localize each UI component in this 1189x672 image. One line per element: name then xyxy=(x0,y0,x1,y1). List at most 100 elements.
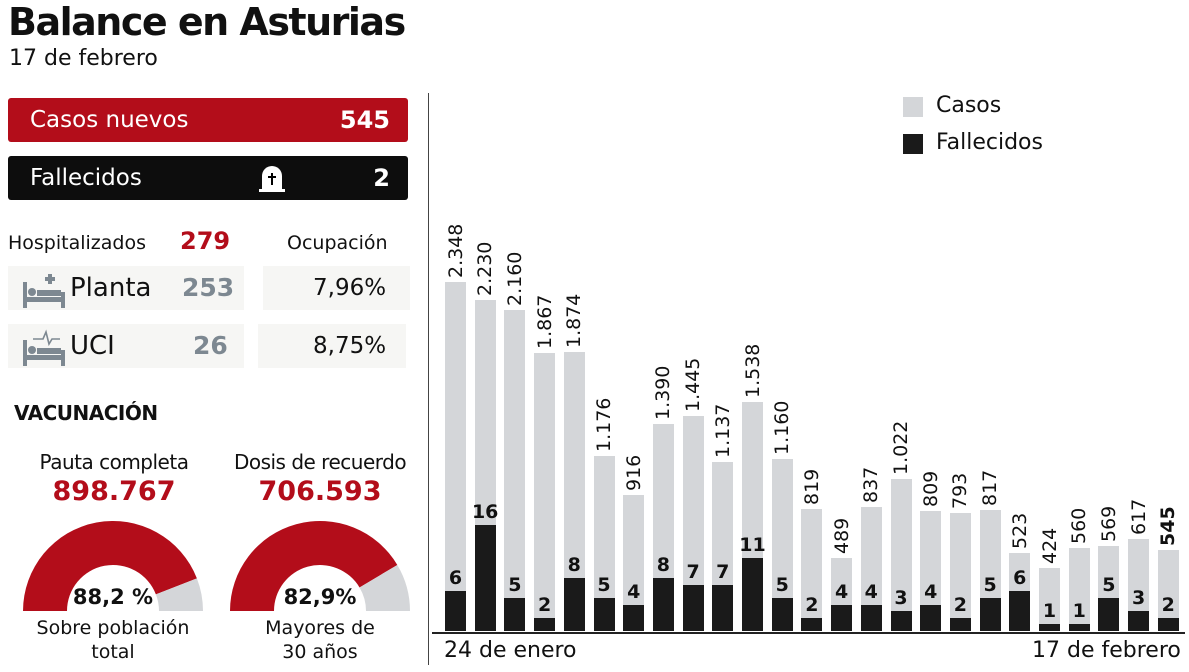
bar-fallecidos xyxy=(831,604,853,631)
legend-casos: Casos xyxy=(936,93,1002,118)
bar-casos xyxy=(771,458,793,631)
recuerdo-percent: 82,9% xyxy=(283,585,357,609)
planta-label: Planta xyxy=(70,273,152,303)
bar-casos xyxy=(890,479,912,631)
fallecidos-value: 2 xyxy=(373,164,390,192)
ocupacion-label: Ocupación xyxy=(287,232,388,254)
bar-casos-label: 1.874 xyxy=(563,294,586,349)
bar-fallecidos xyxy=(1128,611,1150,631)
bar-fallecidos-label: 7 xyxy=(716,560,730,583)
planta-row xyxy=(8,266,244,310)
tombstone-icon xyxy=(258,164,286,198)
bar-fallecidos-label: 5 xyxy=(1102,573,1116,596)
gauges xyxy=(23,521,410,611)
bar-fallecidos-label: 4 xyxy=(924,580,938,603)
bar-casos-label: 1.137 xyxy=(711,403,734,458)
bar-fallecidos-label: 2 xyxy=(805,593,819,616)
bar-casos-label: 617 xyxy=(1127,499,1150,536)
bar-casos xyxy=(860,506,882,631)
planta-ocupacion: 7,96% xyxy=(313,275,387,301)
bar-casos-label: 1.022 xyxy=(890,420,912,476)
bar-fallecidos xyxy=(771,597,793,631)
planta-value: 253 xyxy=(182,273,235,302)
bar-fallecidos xyxy=(860,604,882,631)
recuerdo-value: 706.593 xyxy=(258,476,382,507)
bar-fallecidos xyxy=(742,558,763,631)
pauta-title: Pauta completa xyxy=(39,450,189,474)
bar-casos-label: 560 xyxy=(1068,507,1091,544)
bar-casos-label: 2.160 xyxy=(503,251,526,306)
gauge-fill xyxy=(23,521,197,611)
x-axis xyxy=(432,632,1185,634)
legend-casos-swatch xyxy=(903,97,923,117)
bar-casos xyxy=(1068,547,1090,631)
pauta-caption-2: total xyxy=(91,641,135,663)
bar-fallecidos xyxy=(1157,617,1179,631)
divider xyxy=(428,93,429,665)
bar-fallecidos xyxy=(623,604,645,631)
bar-casos-label: 2.230 xyxy=(474,241,497,296)
legend-fallecidos: Fallecidos xyxy=(936,130,1043,155)
bar-casos-label: 523 xyxy=(1008,512,1031,550)
casos-nuevos-value: 545 xyxy=(339,106,390,134)
bed-plus-icon xyxy=(21,270,67,314)
bar-casos xyxy=(623,494,645,631)
bar-fallecidos xyxy=(504,597,526,631)
casos-nuevos-label: Casos nuevos xyxy=(30,107,189,133)
recuerdo-caption-1: Mayores de xyxy=(265,617,375,639)
pauta-caption: Sobre población total xyxy=(0,616,226,664)
fallecidos-box: Fallecidos 2 xyxy=(8,156,408,200)
bar-casos-label: 489 xyxy=(830,518,853,555)
bar-casos xyxy=(920,510,942,631)
bar-fallecidos xyxy=(563,578,585,631)
gauge-rest xyxy=(155,578,203,611)
bar-casos xyxy=(1157,549,1179,631)
pauta-value: 898.767 xyxy=(52,476,176,507)
bar-fallecidos xyxy=(534,617,556,631)
page-title: Balance en Asturias xyxy=(8,0,406,44)
bar-casos xyxy=(445,282,466,631)
bar-fallecidos xyxy=(1009,591,1031,631)
bar-fallecidos xyxy=(890,611,912,631)
hospitalizados-total: 279 xyxy=(180,227,231,255)
bar-casos xyxy=(682,416,704,631)
bar-fallecidos xyxy=(682,584,704,631)
bar-fallecidos-label: 5 xyxy=(775,573,789,596)
bar-fallecidos-label: 4 xyxy=(627,580,641,603)
uci-ocupacion-box xyxy=(258,324,406,368)
bar-fallecidos-label: 8 xyxy=(656,554,670,576)
bar-casos-label: 817 xyxy=(979,469,1002,506)
bar-casos-label: 2.348 xyxy=(444,223,467,278)
bar-fallecidos xyxy=(474,525,496,631)
bar-casos xyxy=(1128,539,1150,631)
bed-heartbeat-icon xyxy=(21,328,67,372)
bar-fallecidos xyxy=(712,584,734,631)
bar-fallecidos-label: 1 xyxy=(1072,600,1086,623)
gauge-recuerdo xyxy=(230,521,410,611)
x-end-label: 17 de febrero xyxy=(1032,638,1181,663)
pauta-caption-1: Sobre población xyxy=(36,617,190,639)
bar-casos xyxy=(1039,567,1060,631)
recuerdo-caption: Mayores de 30 años xyxy=(220,616,420,664)
hospitalizados-label: Hospitalizados xyxy=(8,232,147,254)
uci-label: UCI xyxy=(70,331,115,361)
bar-fallecidos xyxy=(801,617,823,631)
bar-fallecidos-label: 11 xyxy=(739,534,766,557)
bar-casos xyxy=(801,509,823,631)
bar-casos xyxy=(534,353,556,631)
casos-nuevos-box: Casos nuevos 545 xyxy=(8,98,408,142)
bar-fallecidos-label: 4 xyxy=(834,580,849,603)
bar-fallecidos-label: 6 xyxy=(1013,567,1027,590)
bar-fallecidos-label: 16 xyxy=(471,501,499,523)
fallecidos-label: Fallecidos xyxy=(30,165,142,191)
bar-casos-label: 837 xyxy=(860,466,883,503)
bar-fallecidos xyxy=(652,578,674,631)
uci-row xyxy=(8,324,244,368)
bar-fallecidos-label: 4 xyxy=(864,580,878,603)
bar-fallecidos-label: 3 xyxy=(1131,587,1146,610)
bar-fallecidos-label: 1 xyxy=(1042,600,1057,623)
gauge-rest xyxy=(359,564,410,611)
bar-fallecidos xyxy=(979,597,1001,631)
bar-fallecidos xyxy=(445,591,466,631)
